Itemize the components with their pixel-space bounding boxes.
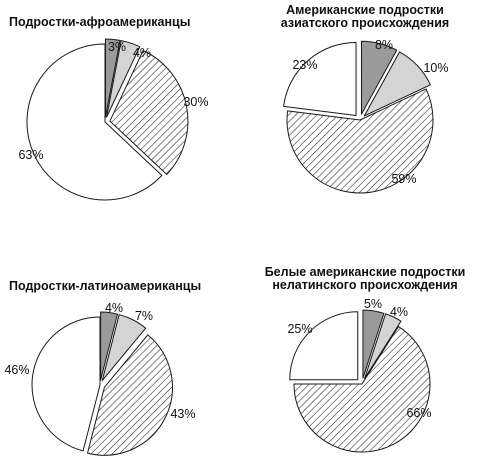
pie-slice bbox=[87, 334, 173, 456]
pie-slice bbox=[109, 49, 189, 175]
pie-slice bbox=[100, 311, 119, 381]
slice-label: 10% bbox=[423, 61, 448, 75]
slice-label: 63% bbox=[18, 148, 43, 162]
slice-label: 25% bbox=[287, 322, 312, 336]
pie-slice bbox=[283, 41, 357, 116]
slice-label: 43% bbox=[170, 407, 195, 421]
pie-slice bbox=[286, 88, 434, 194]
chart-title: нелатинского происхождения bbox=[272, 278, 457, 292]
pie-slice bbox=[104, 38, 121, 118]
slice-label: 5% bbox=[364, 297, 382, 311]
slice-label: 3% bbox=[108, 40, 126, 54]
slice-label: 7% bbox=[135, 309, 153, 323]
pie-slice bbox=[106, 40, 141, 118]
slice-label: 59% bbox=[391, 172, 416, 186]
pie-slice bbox=[360, 40, 398, 115]
slice-label: 66% bbox=[406, 406, 431, 420]
pie-slice bbox=[364, 313, 402, 380]
slice-label: 4% bbox=[133, 46, 151, 60]
slice-label: 30% bbox=[183, 95, 208, 109]
slice-label: 4% bbox=[390, 305, 408, 319]
chart-title: Белые американские подростки bbox=[265, 265, 466, 279]
pie-slice bbox=[363, 51, 431, 117]
pie-slice bbox=[26, 43, 163, 201]
chart-title: Подростки-латиноамериканцы bbox=[9, 279, 201, 293]
pie-slice bbox=[293, 326, 431, 453]
pie-slice bbox=[31, 316, 101, 452]
slice-label: 46% bbox=[4, 363, 29, 377]
pie-chart-4: Белые американские подросткинелатинского… bbox=[265, 265, 466, 453]
chart-title: Американские подростки bbox=[286, 3, 444, 17]
chart-title: Подростки-афроамериканцы bbox=[9, 15, 190, 29]
chart-title: азиатского происхождения bbox=[281, 16, 449, 30]
pie-chart-1: Подростки-афроамериканцы 3% 4% 30% 63% bbox=[9, 15, 209, 201]
pie-slice bbox=[101, 314, 147, 382]
pie-chart-3: Подростки-латиноамериканцы 4% 7% 43% 46% bbox=[4, 279, 201, 456]
pie-slice bbox=[289, 311, 359, 381]
slice-label: 4% bbox=[105, 301, 123, 315]
pie-slice bbox=[362, 309, 385, 379]
slice-label: 8% bbox=[375, 38, 393, 52]
slice-label: 23% bbox=[292, 58, 317, 72]
